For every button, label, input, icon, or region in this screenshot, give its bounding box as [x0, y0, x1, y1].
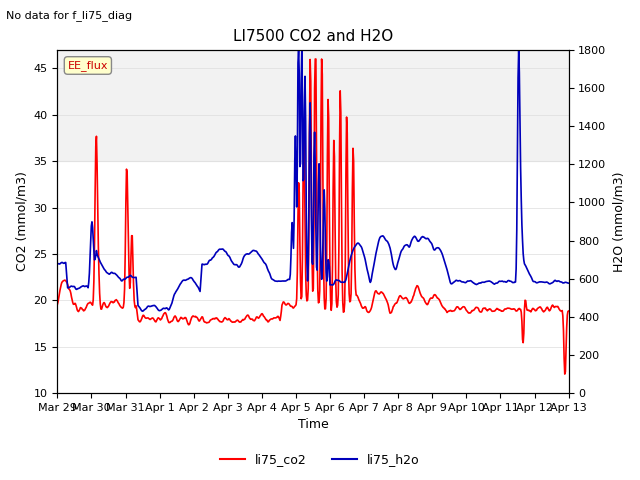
X-axis label: Time: Time	[298, 419, 328, 432]
Title: LI7500 CO2 and H2O: LI7500 CO2 and H2O	[233, 29, 393, 44]
Bar	[58, 50, 568, 161]
Text: No data for f_li75_diag: No data for f_li75_diag	[6, 10, 132, 21]
Y-axis label: CO2 (mmol/m3): CO2 (mmol/m3)	[15, 171, 28, 271]
Y-axis label: H2O (mmol/m3): H2O (mmol/m3)	[612, 171, 625, 272]
Legend: li75_co2, li75_h2o: li75_co2, li75_h2o	[215, 448, 425, 471]
Text: EE_flux: EE_flux	[68, 60, 108, 71]
